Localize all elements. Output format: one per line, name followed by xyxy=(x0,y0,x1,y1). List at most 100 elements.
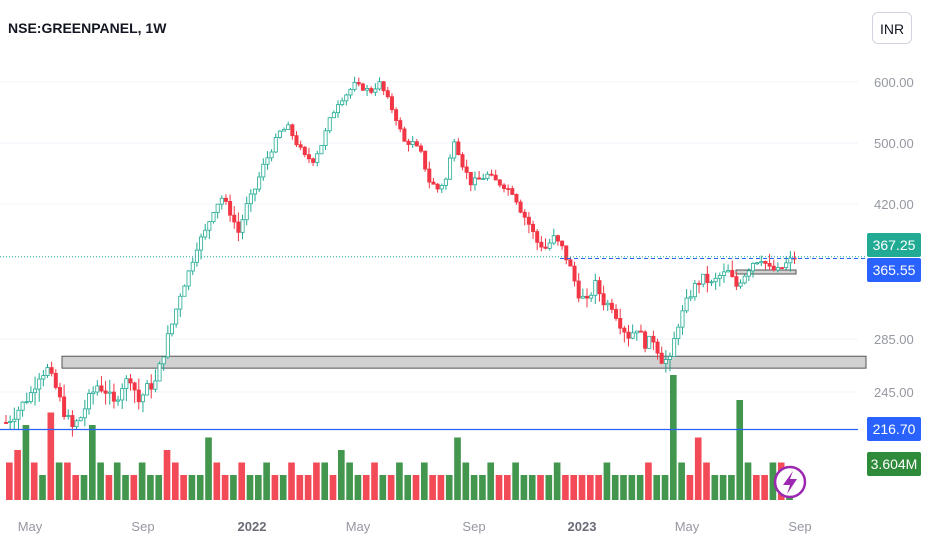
volume-bar-54 xyxy=(454,437,461,500)
candle-body-172 xyxy=(717,275,722,279)
candle-body-181 xyxy=(755,262,760,265)
volume-bar-3 xyxy=(30,462,38,500)
candle-body-122 xyxy=(510,188,515,195)
candle-body-66 xyxy=(277,130,282,138)
candle-body-78 xyxy=(327,117,332,132)
candle-body-48 xyxy=(203,229,208,238)
candle-body-47 xyxy=(199,236,204,251)
volume-bar-90 xyxy=(753,475,760,500)
candle-body-101 xyxy=(423,150,428,170)
volume-bar-20 xyxy=(172,462,179,500)
candle-body-168 xyxy=(701,273,706,285)
volume-bar-63 xyxy=(528,475,536,500)
candle-body-86 xyxy=(360,83,365,91)
candle-body-61 xyxy=(257,176,262,190)
volume-bar-89 xyxy=(744,462,752,500)
candle-body-14 xyxy=(62,396,67,417)
volume-bar-79 xyxy=(661,475,669,500)
candle-body-188 xyxy=(784,262,789,269)
volume-bar-13 xyxy=(113,462,121,500)
candle-body-74 xyxy=(311,158,316,163)
price-tick-1: 500.00 xyxy=(874,136,914,151)
candle-body-15 xyxy=(66,415,71,417)
candle-body-147 xyxy=(614,309,619,319)
candle-body-49 xyxy=(207,221,212,231)
candle-body-63 xyxy=(265,157,270,165)
candle-body-170 xyxy=(709,281,714,284)
candle-body-33 xyxy=(140,394,145,403)
volume-bar-92 xyxy=(769,462,777,500)
candle-body-87 xyxy=(365,88,370,91)
volume-bar-83 xyxy=(694,437,702,500)
lightning-icon[interactable] xyxy=(773,465,807,499)
candle-body-10 xyxy=(45,367,50,376)
candle-body-186 xyxy=(775,267,780,271)
volume-bar-91 xyxy=(761,475,768,500)
volume-bar-8 xyxy=(72,475,80,500)
volume-bar-11 xyxy=(97,462,104,500)
time-tick-4: Sep xyxy=(462,519,485,534)
candle-body-123 xyxy=(514,194,519,203)
candle-body-44 xyxy=(186,270,191,287)
volume-bar-58 xyxy=(487,462,495,500)
volume-bar-77 xyxy=(645,462,652,500)
volume-bar-78 xyxy=(653,475,661,500)
volume-bar-49 xyxy=(412,475,420,500)
zone-rectangles xyxy=(61,269,867,369)
volume-bar-48 xyxy=(404,475,412,500)
candle-body-31 xyxy=(132,382,137,391)
volume-bar-17 xyxy=(147,475,154,500)
volume-bar-76 xyxy=(636,475,644,500)
candle-body-152 xyxy=(634,330,639,334)
candle-body-175 xyxy=(730,270,735,277)
candle-body-73 xyxy=(306,154,311,160)
zone-0 xyxy=(61,355,867,369)
candle-body-55 xyxy=(232,214,237,223)
candle-body-93 xyxy=(389,96,394,111)
candle-body-4 xyxy=(20,401,25,411)
candle-body-53 xyxy=(223,197,228,202)
volume-bar-16 xyxy=(138,462,146,500)
candle-body-154 xyxy=(643,331,648,349)
volume-bar-2 xyxy=(22,425,30,500)
candle-body-135 xyxy=(564,245,569,261)
candle-body-113 xyxy=(472,177,477,186)
candle-body-179 xyxy=(746,270,751,277)
candle-body-183 xyxy=(763,261,768,264)
currency-button[interactable]: INR xyxy=(872,12,912,44)
candle-body-150 xyxy=(626,331,631,339)
time-tick-6: May xyxy=(675,519,700,534)
candle-body-165 xyxy=(688,296,693,299)
candle-body-62 xyxy=(261,163,266,178)
candle-body-23 xyxy=(99,385,104,392)
volume-bar-71 xyxy=(595,475,602,500)
volume-bar-33 xyxy=(279,475,287,500)
candle-body-12 xyxy=(53,372,58,388)
volume-bar-75 xyxy=(628,475,636,500)
candle-body-134 xyxy=(560,240,565,247)
candle-body-131 xyxy=(547,242,552,249)
candle-body-34 xyxy=(145,383,150,396)
volume-bar-87 xyxy=(728,475,735,500)
candle-body-84 xyxy=(352,82,357,90)
candle-body-79 xyxy=(331,112,336,119)
volume-bar-69 xyxy=(578,475,586,500)
candle-body-105 xyxy=(439,184,444,190)
candle-body-151 xyxy=(630,332,635,339)
candle-body-11 xyxy=(49,367,54,374)
candle-body-54 xyxy=(228,200,233,216)
volume-bar-59 xyxy=(495,475,503,500)
candle-body-76 xyxy=(319,145,324,155)
candle-body-114 xyxy=(477,177,482,180)
candle-body-111 xyxy=(464,166,469,173)
candle-body-13 xyxy=(57,387,62,398)
candle-body-96 xyxy=(402,128,407,142)
candle-body-138 xyxy=(576,280,581,299)
volume-bar-6 xyxy=(55,462,63,500)
candle-body-116 xyxy=(485,173,490,179)
candle-body-146 xyxy=(609,302,614,310)
volume-bar-31 xyxy=(263,462,270,500)
candle-body-7 xyxy=(33,388,38,394)
candle-body-185 xyxy=(771,265,776,271)
